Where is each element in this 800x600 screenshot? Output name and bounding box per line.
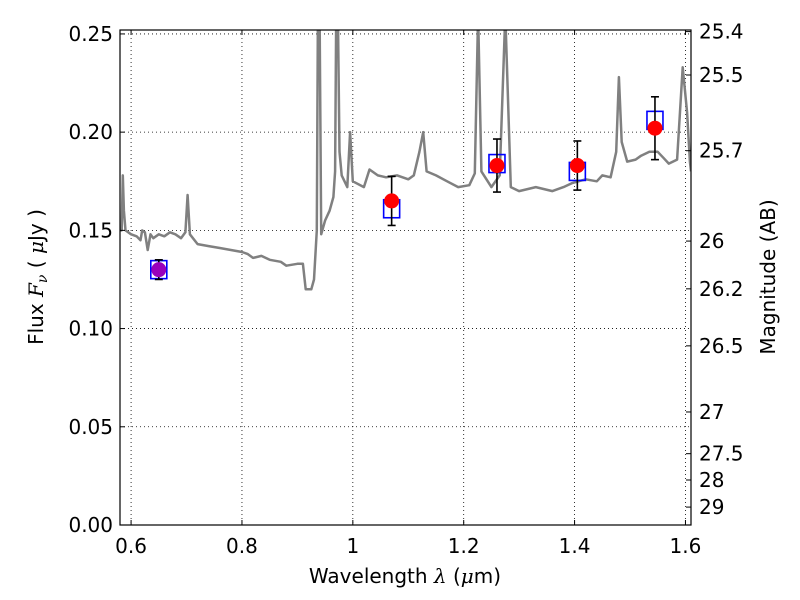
ticks: 0.6 0.8 1 1.2 1.4 1.6 0.00 0.05 0.10 0.15 0.20 0.25… (68, 20, 743, 558)
y-tick-label: 0.05 (68, 415, 113, 439)
measurement-circle-marker (489, 158, 505, 174)
y2-tick-label: 25.7 (699, 139, 744, 163)
y2-tick-label: 25.5 (699, 63, 744, 87)
x-tick-label: 0.8 (226, 534, 258, 558)
measurement-circle-marker (151, 262, 167, 278)
x-tick-label: 0.6 (115, 534, 147, 558)
y-tick-label: 0.00 (68, 513, 113, 537)
y2-tick-label: 27.5 (699, 442, 744, 466)
y-axis-title: Flux Fν ( μJy ) (24, 209, 51, 345)
spectrum-line (120, 30, 691, 291)
y2-tick-label: 28 (699, 468, 724, 492)
measurement-circle-marker (384, 193, 400, 209)
y2-tick-label: 25.4 (699, 20, 744, 44)
y2-tick-label: 26.2 (699, 277, 744, 301)
y2-tick-label: 26.5 (699, 334, 744, 358)
measurement-circle-marker (569, 158, 585, 174)
y2-tick-label: 29 (699, 495, 724, 519)
y2-tick-label: 26 (699, 229, 724, 253)
y-tick-label: 0.15 (68, 218, 113, 242)
x-tick-label: 1.4 (559, 534, 591, 558)
x-tick-label: 1 (346, 534, 359, 558)
y2-tick-label: 27 (699, 400, 724, 424)
y-tick-label: 0.20 (68, 120, 113, 144)
markers (150, 95, 664, 281)
grid (120, 30, 691, 526)
data-area (120, 30, 691, 291)
y-tick-label: 0.25 (68, 22, 113, 46)
x-tick-label: 1.6 (670, 534, 702, 558)
measurement-circle-marker (647, 120, 663, 136)
y2-axis-title: Magnitude (AB) (756, 199, 780, 354)
x-axis-title: Wavelength λ (μm) (309, 564, 501, 588)
y-tick-label: 0.10 (68, 317, 113, 341)
x-tick-label: 1.2 (448, 534, 480, 558)
plot-frame (119, 29, 692, 526)
